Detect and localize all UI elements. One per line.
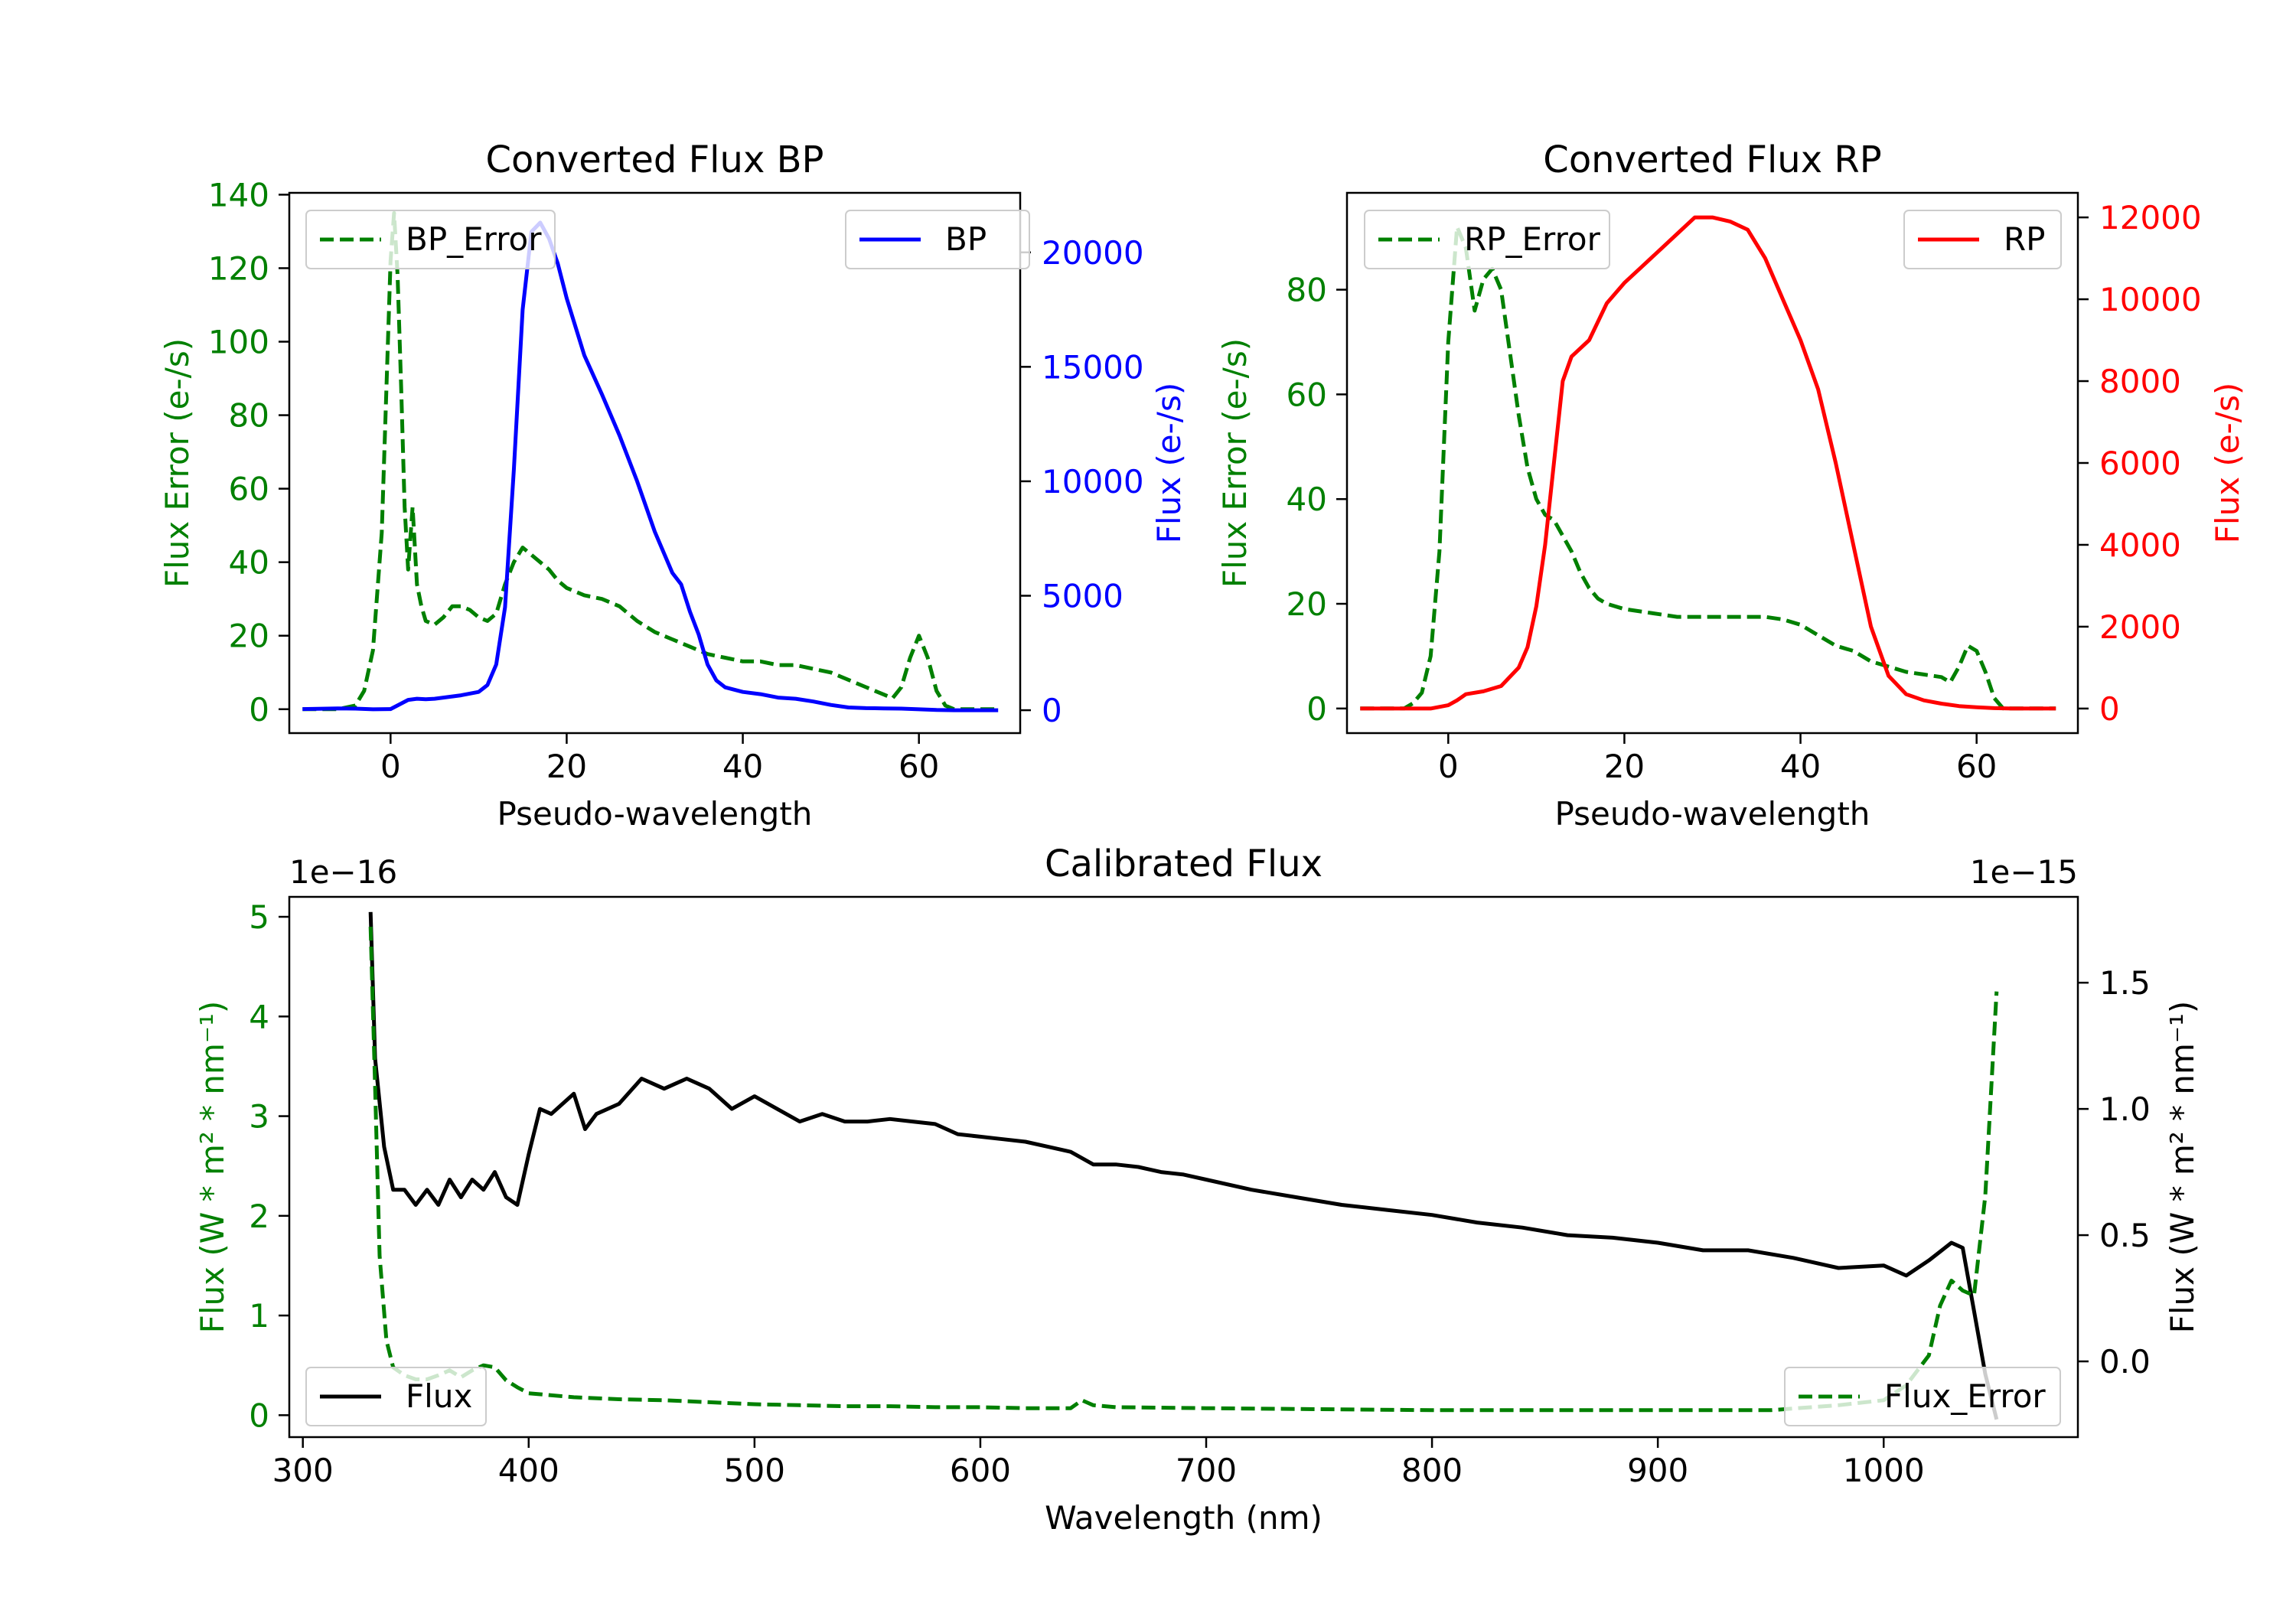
x-tick-label: 0: [380, 748, 401, 785]
y-left-tick-label: 0: [249, 1397, 269, 1434]
y-right-axis-label: Flux (W * m² * nm⁻¹): [2164, 1001, 2201, 1334]
y-left-tick-label: 0: [1306, 690, 1327, 728]
y-right-tick-label: 2000: [2099, 608, 2181, 646]
series-line-bp: [302, 220, 999, 712]
y-left-tick-label: 3: [249, 1098, 269, 1136]
legend-rp: RP: [1903, 210, 2062, 269]
y-left-tick-label: 140: [208, 176, 269, 214]
y-left-tick-label: 4: [249, 998, 269, 1035]
legend-label: BP: [945, 220, 987, 258]
series-line-rp-error: [1360, 225, 2056, 711]
x-tick-label: 400: [498, 1452, 559, 1489]
y-left-offset-label: 1e−16: [289, 853, 397, 891]
legend-box: [305, 1367, 487, 1426]
y-right-tick-label: 10000: [1042, 463, 1144, 500]
y-right-offset-label: 1e−15: [1970, 853, 2078, 891]
y-left-tick-label: 20: [229, 618, 269, 655]
x-tick-label: 600: [950, 1452, 1011, 1489]
legend-box: [305, 210, 556, 269]
y-left-tick-label: 60: [229, 471, 269, 508]
y-left-tick-label: 120: [208, 249, 269, 287]
x-tick-label: 60: [1956, 748, 1997, 785]
legend-box: [845, 210, 1030, 269]
x-tick-label: 700: [1176, 1452, 1237, 1489]
legend-flux: Flux: [305, 1367, 487, 1426]
y-right-tick-label: 8000: [2099, 363, 2181, 400]
y-left-axis-label: Flux Error (e-/s): [158, 338, 196, 588]
y-right-tick-label: 1.0: [2099, 1090, 2151, 1128]
chart-panel-1: 0 20 40 60 0 20 40 60 80 100 120 140 0 5000 10000 15000…: [158, 139, 1188, 833]
legend-label: Flux: [406, 1377, 472, 1415]
y-right-tick-label: 5000: [1042, 578, 1124, 615]
x-tick-label: 20: [1604, 748, 1645, 785]
chart-title: Converted Flux RP: [1543, 139, 1881, 181]
legend-bp: BP: [845, 210, 1030, 269]
x-tick-label: 300: [272, 1452, 334, 1489]
chart-panel-2: 0 20 40 60 0 20 40 60 80 0 2000 4000 6000 8000 10000 12…: [1216, 139, 2246, 833]
y-right-tick-label: 12000: [2099, 199, 2202, 236]
x-axis-label: Wavelength (nm): [1045, 1499, 1322, 1537]
x-tick-label: 20: [546, 748, 587, 785]
x-axis-label: Pseudo-wavelength: [497, 795, 813, 833]
chart-title: Calibrated Flux: [1045, 843, 1322, 885]
x-tick-label: 900: [1627, 1452, 1688, 1489]
y-left-tick-label: 80: [1287, 272, 1327, 309]
y-right-tick-label: 10000: [2099, 281, 2202, 318]
series-line-flux: [368, 911, 1999, 1420]
y-left-tick-label: 100: [208, 324, 269, 361]
x-tick-label: 40: [722, 748, 763, 785]
y-right-tick-label: 6000: [2099, 445, 2181, 482]
y-right-axis-label: Flux (e-/s): [1150, 383, 1188, 543]
chart-panel-3: 300 400 500 600 700 800 900 1000 0 1 2 3 4 5 0.0 0.5 1.0…: [194, 843, 2201, 1537]
y-left-tick-label: 1: [249, 1297, 269, 1335]
plot-frame: [1345, 191, 2079, 735]
x-tick-label: 0: [1438, 748, 1459, 785]
y-right-tick-label: 0.0: [2099, 1343, 2151, 1380]
x-tick-label: 500: [724, 1452, 785, 1489]
y-left-tick-label: 2: [249, 1198, 269, 1235]
y-right-tick-label: 20000: [1042, 234, 1144, 272]
y-left-axis-label: Flux Error (e-/s): [1216, 338, 1254, 588]
legend-bp-error: BP_Error: [305, 210, 556, 269]
legend-rp-error: RP_Error: [1364, 210, 1610, 269]
y-left-tick-label: 20: [1287, 585, 1327, 623]
legend-box: [1784, 1367, 2061, 1426]
legend-label: RP_Error: [1464, 220, 1601, 258]
y-left-tick-label: 60: [1287, 376, 1327, 413]
x-tick-label: 1000: [1843, 1452, 1925, 1489]
y-left-axis-label: Flux (W * m² * nm⁻¹): [194, 1001, 231, 1334]
legend-flux-error: Flux_Error: [1784, 1367, 2061, 1426]
y-right-tick-label: 15000: [1042, 348, 1144, 386]
legend-box: [1903, 210, 2062, 269]
y-right-tick-label: 0.5: [2099, 1217, 2151, 1254]
legend-box: [1364, 210, 1610, 269]
chart-title: Converted Flux BP: [486, 139, 824, 181]
y-right-tick-label: 0: [1042, 692, 1062, 729]
series-line-flux-error: [368, 927, 1999, 1413]
y-right-tick-label: 0: [2099, 690, 2120, 728]
legend-label: RP: [2004, 220, 2046, 258]
y-left-tick-label: 80: [229, 397, 269, 435]
y-right-tick-label: 4000: [2099, 526, 2181, 564]
legend-label: Flux_Error: [1884, 1377, 2046, 1415]
x-tick-label: 60: [899, 748, 939, 785]
plot-frame: [288, 191, 1022, 735]
y-left-tick-label: 40: [229, 544, 269, 582]
y-left-tick-label: 0: [249, 691, 269, 729]
x-tick-label: 800: [1401, 1452, 1463, 1489]
y-left-tick-label: 5: [249, 898, 269, 936]
plot-frame: [288, 895, 2079, 1439]
y-right-axis-label: Flux (e-/s): [2209, 383, 2246, 543]
series-line-bp-error: [302, 210, 999, 712]
y-left-tick-label: 40: [1287, 481, 1327, 518]
x-axis-label: Pseudo-wavelength: [1555, 795, 1870, 833]
y-right-tick-label: 1.5: [2099, 964, 2151, 1002]
legend-label: BP_Error: [406, 220, 542, 258]
series-line-rp: [1360, 215, 2056, 711]
x-tick-label: 40: [1780, 748, 1821, 785]
